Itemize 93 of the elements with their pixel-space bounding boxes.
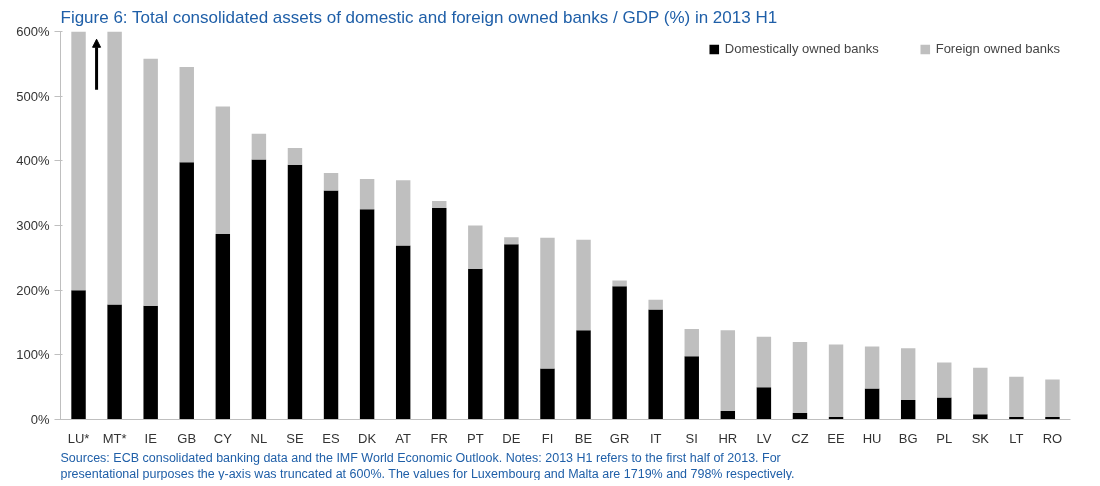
bar <box>251 159 267 420</box>
bar <box>107 304 122 420</box>
bar <box>468 225 483 269</box>
x-tick-label: AT <box>395 430 412 446</box>
x-tick-label: RO <box>1042 430 1063 446</box>
bar <box>900 348 916 401</box>
bar <box>900 400 916 420</box>
x-tick-label: FR <box>430 430 448 446</box>
bar <box>432 208 447 420</box>
bar <box>359 209 375 420</box>
x-tick-label: PT <box>467 430 484 446</box>
bar <box>540 237 555 369</box>
x-tick-label: BG <box>898 430 918 446</box>
bar <box>828 344 844 417</box>
y-tick-label: 100% <box>16 347 50 363</box>
bar <box>576 239 591 331</box>
bar <box>937 397 952 420</box>
bar <box>792 413 808 420</box>
legend-label: Foreign owned banks <box>935 41 1060 56</box>
x-tick-label: HU <box>862 430 882 446</box>
y-tick-label: 600% <box>16 24 50 39</box>
x-tick-label: CY <box>213 430 233 446</box>
chart-title: Figure 6: Total consolidated assets of domestic and foreign owned banks / GDP (%) in 2013 H1 <box>60 7 778 27</box>
bar <box>287 147 303 165</box>
x-tick-label: DK <box>358 430 377 446</box>
bar <box>504 244 519 420</box>
bar <box>215 106 231 234</box>
bar <box>179 67 194 163</box>
bar <box>648 299 663 310</box>
bar <box>720 330 736 412</box>
bar <box>540 368 555 420</box>
x-tick-label: HR <box>718 430 738 446</box>
bar <box>323 190 339 420</box>
source-note: Sources: ECB consolidated banking data and the IMF World Economic Outlook. Notes: 2013 H1 refers to the first half of 2013. For <box>60 450 781 465</box>
x-tick-label: NL <box>250 430 268 446</box>
bar <box>215 233 231 420</box>
bar <box>720 411 736 420</box>
bar <box>612 286 627 420</box>
x-tick-label: DE <box>502 430 521 446</box>
bar <box>468 268 483 420</box>
y-tick-label: 300% <box>16 218 50 233</box>
bar <box>179 162 194 420</box>
bar <box>684 356 699 420</box>
x-tick-label: GB <box>177 430 197 446</box>
x-tick-label: SE <box>286 430 304 446</box>
bar <box>504 237 519 245</box>
text: presentational purposes the y-axis was truncated at 600%. The values for Luxembourg and Malta are 1719% and 798% respectively. <box>60 466 795 481</box>
bar <box>1009 376 1024 417</box>
bar <box>612 280 627 287</box>
x-tick-label: ES <box>322 430 341 446</box>
bar <box>143 58 158 306</box>
x-tick-label: LT <box>1009 430 1024 446</box>
bar <box>287 164 303 420</box>
bar <box>1045 379 1060 417</box>
y-tick-label: 400% <box>16 153 50 169</box>
bar <box>937 362 952 398</box>
x-tick-label: IT <box>649 430 662 446</box>
bar <box>792 341 808 414</box>
x-tick-label: LU* <box>67 430 90 446</box>
x-tick-label: LV <box>756 430 772 446</box>
bar <box>648 309 663 420</box>
legend-label: Domestically owned banks <box>724 41 879 56</box>
x-tick-label: IE <box>144 430 158 446</box>
bar <box>756 387 772 420</box>
bar <box>756 336 772 388</box>
bar <box>395 245 411 420</box>
x-tick-label: SK <box>971 430 990 446</box>
bar <box>576 330 591 420</box>
x-tick-label: EE <box>827 430 846 446</box>
bar <box>323 173 339 191</box>
bar <box>359 178 375 210</box>
y-tick-label: 200% <box>16 282 50 298</box>
bar <box>71 31 86 291</box>
bar <box>395 180 411 246</box>
bar <box>432 200 447 209</box>
bar <box>864 388 880 420</box>
bar <box>107 31 122 305</box>
x-tick-label: PL <box>936 430 953 446</box>
bar <box>251 133 267 160</box>
bar <box>864 346 880 389</box>
x-tick-label: BE <box>574 430 593 446</box>
x-tick-label: MT* <box>102 430 127 446</box>
bar <box>684 328 699 357</box>
x-tick-label: SI <box>685 430 698 446</box>
bar <box>71 290 86 420</box>
bar <box>973 414 988 420</box>
y-tick-label: 500% <box>16 88 50 104</box>
x-tick-label: FI <box>541 430 554 446</box>
x-tick-label: CZ <box>791 430 809 446</box>
bar <box>973 367 988 415</box>
x-tick-label: GR <box>609 430 630 446</box>
y-tick-label: 0% <box>30 412 50 427</box>
bar <box>143 305 158 420</box>
